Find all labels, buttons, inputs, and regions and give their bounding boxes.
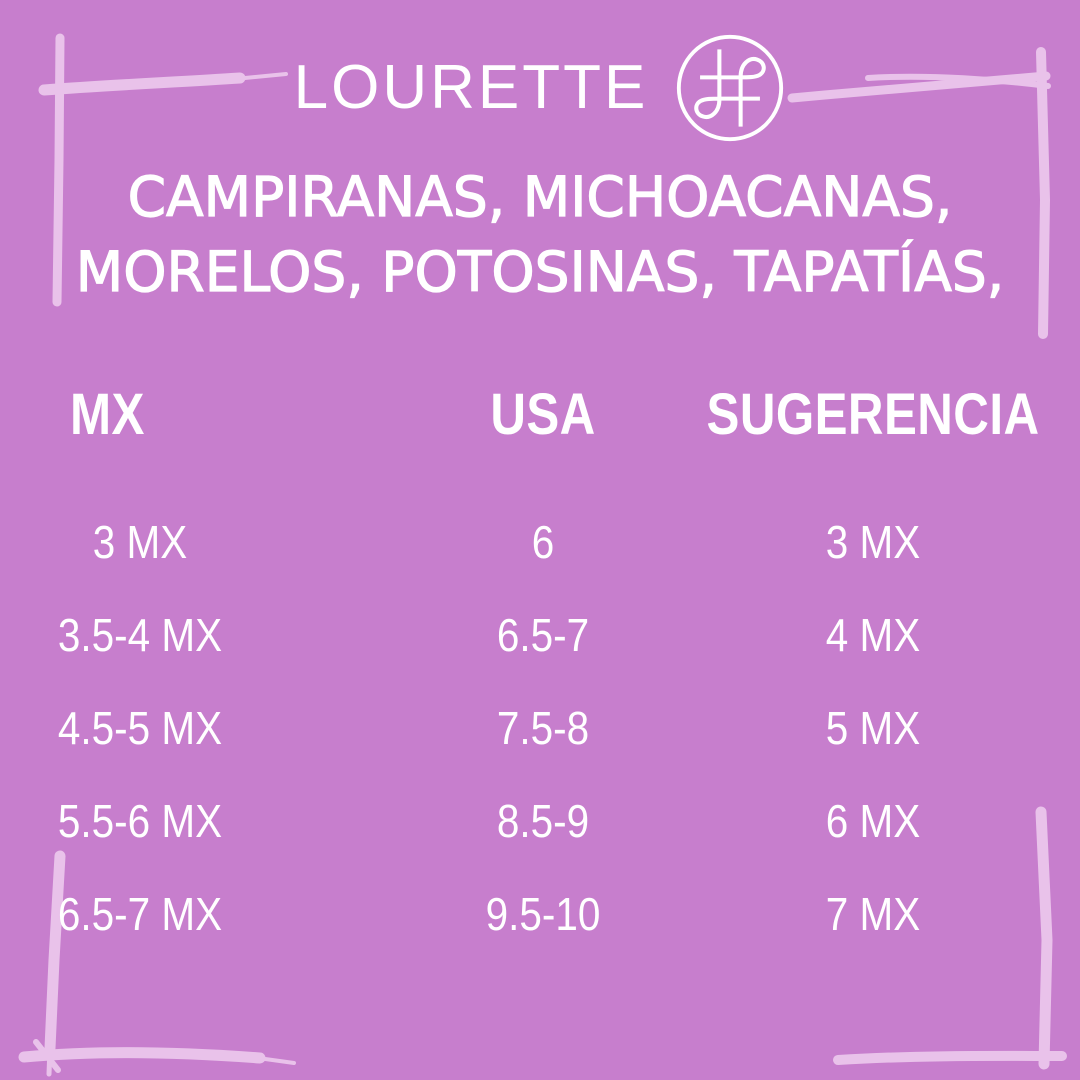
usa-size-cell: 8.5-9 xyxy=(496,795,590,847)
suggested-size-cell: 6 MX xyxy=(825,795,921,847)
column-header-mx: MX xyxy=(70,382,145,447)
suggested-size-cell: 3 MX xyxy=(825,516,921,568)
mx-size-cell: 4.5-5 MX xyxy=(57,702,223,754)
mx-size-cell: 3 MX xyxy=(92,516,188,568)
size-table: 3 MX 6 3 MX 3.5-4 MX 6.5-7 4 MX 4.5-5 MX… xyxy=(0,496,1080,961)
suggested-size-cell: 4 MX xyxy=(825,609,921,661)
column-header-usa: USA xyxy=(490,382,596,447)
table-row: 3.5-4 MX 6.5-7 4 MX xyxy=(0,589,1080,682)
title-line-1: CAMPIRANAS, MICHOACANAS, xyxy=(127,164,953,229)
suggested-size-cell: 5 MX xyxy=(825,702,921,754)
lourette-monogram-icon xyxy=(677,34,784,142)
table-row: 4.5-5 MX 7.5-8 5 MX xyxy=(0,682,1080,775)
brand-name: LOURETTE xyxy=(293,53,649,122)
usa-size-cell: 6 xyxy=(531,516,555,568)
title-line-2: MORELOS, POTOSINAS, TAPATÍAS, xyxy=(75,239,1005,304)
usa-size-cell: 6.5-7 xyxy=(496,609,590,661)
table-header-row: MX USA SUGERENCIA xyxy=(0,370,1080,460)
page-title: CAMPIRANAS, MICHOACANAS, MORELOS, POTOSI… xyxy=(0,160,1080,310)
mx-size-cell: 5.5-6 MX xyxy=(57,795,223,847)
suggested-size-cell: 7 MX xyxy=(825,888,921,940)
mx-size-cell: 3.5-4 MX xyxy=(57,609,223,661)
table-row: 6.5-7 MX 9.5-10 7 MX xyxy=(0,868,1080,961)
usa-size-cell: 9.5-10 xyxy=(485,888,601,940)
table-row: 5.5-6 MX 8.5-9 6 MX xyxy=(0,775,1080,868)
mx-size-cell: 6.5-7 MX xyxy=(57,888,223,940)
column-header-sugerencia: SUGERENCIA xyxy=(706,382,1040,447)
table-row: 3 MX 6 3 MX xyxy=(0,496,1080,589)
brand-header: LOURETTE xyxy=(0,28,1080,148)
usa-size-cell: 7.5-8 xyxy=(496,702,590,754)
